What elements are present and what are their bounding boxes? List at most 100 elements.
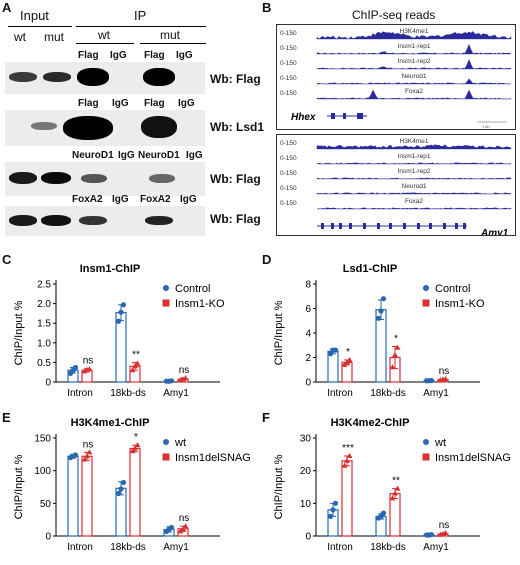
exon xyxy=(377,223,380,229)
data-point xyxy=(344,457,350,463)
x-tick-label: Intron xyxy=(327,542,353,553)
lane-igg-8: IgG xyxy=(180,194,197,205)
track-signal-insm1-rep2 xyxy=(316,177,512,180)
band xyxy=(77,68,109,86)
band xyxy=(9,172,37,184)
track-range: 0-150 xyxy=(280,155,297,162)
significance-label: * xyxy=(346,347,350,358)
exon xyxy=(389,223,392,229)
x-tick-label: 18kb-ds xyxy=(110,542,146,553)
data-point xyxy=(129,367,136,373)
ip-wt-line xyxy=(76,43,134,44)
ip-mut-line xyxy=(140,43,206,44)
legend-label: wt xyxy=(174,437,186,449)
data-point xyxy=(134,442,141,448)
exon xyxy=(443,223,446,229)
track-range: 0-150 xyxy=(280,45,297,52)
significance-label: ns xyxy=(179,513,190,524)
data-point xyxy=(341,462,348,468)
y-tick-label: 0 xyxy=(45,378,51,389)
bar-insm1delsnag xyxy=(129,447,141,537)
legend-marker xyxy=(163,439,169,445)
blot-flag-neurod1 xyxy=(5,162,205,196)
legend-marker xyxy=(163,285,169,291)
input-label: Input xyxy=(20,8,49,23)
significance-label: ns xyxy=(179,365,190,376)
significance-label: * xyxy=(134,432,138,443)
band xyxy=(31,122,57,130)
bar-insm1delsnag xyxy=(341,460,353,537)
track-signal-foxa2 xyxy=(316,89,512,100)
chart-h3k4me1: H3K4me1-ChIP ChIP/Input % 0 50 100 150 Intron n… xyxy=(13,417,251,553)
data-point xyxy=(132,363,138,369)
y-axis-label: ChIP/Input % xyxy=(273,300,285,365)
panel-letter-f: F xyxy=(262,410,270,425)
data-point xyxy=(81,456,88,462)
panel-letter-d: D xyxy=(262,252,272,267)
y-tick-label: 0.5 xyxy=(37,358,51,369)
wb-flag-label-1: Wb: Flag xyxy=(210,72,261,86)
data-point xyxy=(86,449,93,455)
gene-name-hhex: Hhex xyxy=(291,112,316,123)
panel-letter-e: E xyxy=(2,410,11,425)
y-tick-label: 0 xyxy=(305,532,311,543)
x-tick-label: Intron xyxy=(327,388,353,399)
y-tick-label: 100 xyxy=(34,466,51,477)
y-tick-label: 30 xyxy=(300,434,312,445)
track-range: 0-150 xyxy=(280,200,297,207)
legend-label: Insm1-KO xyxy=(175,298,225,310)
data-point xyxy=(332,500,339,506)
input-mut-label: mut xyxy=(44,30,65,44)
x-tick-label: Intron xyxy=(67,388,93,399)
exon xyxy=(321,223,324,229)
exon xyxy=(357,113,363,119)
data-point xyxy=(132,445,138,451)
y-axis-label: ChIP/Input % xyxy=(273,454,285,519)
track-label-foxa2: Foxa2 xyxy=(405,88,423,95)
lane-flag-1: Flag xyxy=(78,50,99,61)
input-wt-label: wt xyxy=(14,30,26,44)
lane-igg-4: IgG xyxy=(178,98,195,109)
data-point xyxy=(392,490,398,496)
track-range: 0-150 xyxy=(280,140,297,147)
y-tick-label: 0 xyxy=(45,532,51,543)
chart-lsd1: Lsd1-ChIP ChIP/Input % 0 2 4 6 8 Intron * 18kb-ds… xyxy=(273,263,485,399)
data-point xyxy=(392,352,398,358)
data-point xyxy=(428,532,435,538)
data-point xyxy=(168,378,175,384)
data-point xyxy=(327,513,334,519)
track-label-insm1-rep2: Insm1-rep2 xyxy=(398,58,431,65)
track-box-amy1: 0-150 H3K4me1 0-150 Insm1-rep1 0-150 Insm1-re… xyxy=(276,134,516,239)
lane-flag-2: Flag xyxy=(144,50,165,61)
exon xyxy=(349,223,352,229)
data-point xyxy=(442,375,449,381)
chart-title: H3K4me2-ChIP xyxy=(331,417,410,429)
y-tick-label: 0 xyxy=(305,378,311,389)
lane-neurod1-2: NeuroD1 xyxy=(138,150,180,161)
x-tick-label: Amy1 xyxy=(423,388,449,399)
data-point xyxy=(120,479,127,486)
lane-igg-2: IgG xyxy=(176,50,193,61)
wb-flag-label-2: Wb: Flag xyxy=(210,172,261,186)
data-point xyxy=(168,524,175,531)
band xyxy=(81,174,107,183)
chart-insm1: Insm1-ChIP ChIP/Input % 0 0.5 1.0 1.5 2.0 2.5 In… xyxy=(13,263,225,399)
data-point xyxy=(378,308,384,314)
track-signal-neurod1 xyxy=(316,78,512,85)
data-point xyxy=(330,507,336,513)
track-signal-h3k4me1 xyxy=(316,144,512,150)
track-box-hhex: 0-150 H3K4me1 0-150 Insm1-rep1 0-150 Insm1-re… xyxy=(276,24,516,130)
data-point xyxy=(380,296,387,302)
significance-label: *** xyxy=(342,443,354,454)
significance-label: ns xyxy=(439,366,450,377)
exon xyxy=(339,223,342,229)
data-point xyxy=(118,309,124,315)
blot-lsd1 xyxy=(5,110,205,146)
y-tick-label: 1.5 xyxy=(37,319,51,330)
data-point xyxy=(394,485,401,491)
x-tick-label: Amy1 xyxy=(163,542,189,553)
y-axis-label: ChIP/Input % xyxy=(13,300,25,365)
band xyxy=(9,215,37,226)
legend-marker xyxy=(423,439,429,445)
input-line xyxy=(8,26,72,27)
